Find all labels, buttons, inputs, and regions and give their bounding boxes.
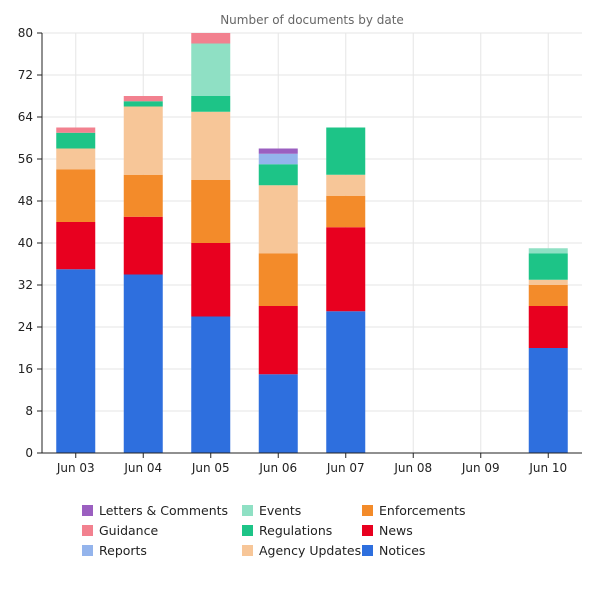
legend-item-letters-comments[interactable]: Letters & Comments bbox=[82, 503, 228, 518]
legend-item-regulations[interactable]: Regulations bbox=[242, 523, 332, 538]
x-tick-label: Jun 03 bbox=[56, 461, 95, 475]
bar-segment-enforcements[interactable] bbox=[191, 180, 231, 243]
bar-segment-events[interactable] bbox=[191, 43, 231, 97]
legend-item-notices[interactable]: Notices bbox=[362, 543, 425, 558]
legend-item-agency-updates[interactable]: Agency Updates bbox=[242, 543, 361, 558]
bar-segment-regulations[interactable] bbox=[528, 253, 568, 280]
bar-segment-news[interactable] bbox=[326, 227, 366, 312]
legend-label: Agency Updates bbox=[259, 543, 362, 558]
x-tick-label: Jun 06 bbox=[258, 461, 297, 475]
y-tick-label: 56 bbox=[18, 152, 33, 166]
bar-segment-notices[interactable] bbox=[326, 311, 366, 453]
legend-label: News bbox=[379, 523, 413, 538]
bar-segment-agency-updates[interactable] bbox=[56, 148, 96, 170]
x-tick-label: Jun 08 bbox=[393, 461, 432, 475]
bar-segment-regulations[interactable] bbox=[326, 127, 366, 175]
bar-segment-enforcements[interactable] bbox=[123, 174, 163, 217]
bar-segment-agency-updates[interactable] bbox=[326, 174, 366, 196]
y-tick-label: 24 bbox=[18, 320, 33, 334]
x-tick-label: Jun 07 bbox=[326, 461, 365, 475]
legend-item-guidance[interactable]: Guidance bbox=[82, 523, 158, 538]
y-tick-label: 40 bbox=[18, 236, 33, 250]
legend-swatch bbox=[242, 505, 253, 516]
bar-segment-notices[interactable] bbox=[123, 274, 163, 454]
bar-segment-notices[interactable] bbox=[258, 374, 298, 453]
bar-segment-agency-updates[interactable] bbox=[191, 111, 231, 180]
legend-label: Letters & Comments bbox=[99, 503, 229, 518]
bar-segment-enforcements[interactable] bbox=[528, 285, 568, 306]
y-tick-label: 72 bbox=[18, 68, 33, 82]
bar-segment-notices[interactable] bbox=[528, 348, 568, 453]
bar-segment-news[interactable] bbox=[123, 216, 163, 275]
legend-swatch bbox=[242, 525, 253, 536]
x-tick-label: Jun 04 bbox=[123, 461, 162, 475]
bar-segment-guidance[interactable] bbox=[191, 33, 231, 44]
bar-segment-agency-updates[interactable] bbox=[258, 185, 298, 254]
y-tick-label: 0 bbox=[25, 446, 33, 460]
bar-segment-guidance[interactable] bbox=[56, 127, 96, 133]
y-tick-label: 80 bbox=[18, 26, 33, 40]
legend-item-events[interactable]: Events bbox=[242, 503, 301, 518]
chart-title: Number of documents by date bbox=[220, 13, 404, 27]
x-tick-label: Jun 09 bbox=[461, 461, 500, 475]
legend-swatch bbox=[82, 545, 93, 556]
bar-segment-letters-comments[interactable] bbox=[258, 148, 298, 154]
legend-label: Reports bbox=[99, 543, 147, 558]
bar-segment-reports[interactable] bbox=[258, 153, 298, 165]
axes: 0 8 16 24 32 40 48 56 64 72 80 Jun 03 Jun 04 Jun 05 Ju… bbox=[18, 26, 582, 475]
legend-swatch bbox=[82, 525, 93, 536]
y-tick-label: 64 bbox=[18, 110, 33, 124]
bar-segment-regulations[interactable] bbox=[258, 164, 298, 186]
legend-item-news[interactable]: News bbox=[362, 523, 413, 538]
bar-segment-regulations[interactable] bbox=[191, 96, 231, 112]
bar-segment-notices[interactable] bbox=[191, 316, 231, 454]
bars bbox=[56, 33, 568, 453]
legend-label: Notices bbox=[379, 543, 426, 558]
y-tick-label: 32 bbox=[18, 278, 33, 292]
y-tick-label: 48 bbox=[18, 194, 33, 208]
x-tick-label: Jun 10 bbox=[528, 461, 567, 475]
bar-segment-enforcements[interactable] bbox=[326, 195, 366, 228]
bar-segment-news[interactable] bbox=[258, 306, 298, 375]
bar-segment-news[interactable] bbox=[191, 243, 231, 317]
gridlines bbox=[42, 32, 582, 453]
bar-segment-events[interactable] bbox=[528, 248, 568, 254]
bar-segment-news[interactable] bbox=[56, 222, 96, 270]
legend-swatch bbox=[362, 545, 373, 556]
legend-swatch bbox=[362, 525, 373, 536]
legend-swatch bbox=[242, 545, 253, 556]
y-tick-label: 16 bbox=[18, 362, 33, 376]
bar-segment-agency-updates[interactable] bbox=[528, 279, 568, 285]
bar-segment-regulations[interactable] bbox=[56, 132, 96, 149]
legend-swatch bbox=[82, 505, 93, 516]
stacked-bar-chart: Number of documents by date 0 8 16 24 32 40 48… bbox=[18, 13, 582, 475]
bar-segment-enforcements[interactable] bbox=[258, 253, 298, 307]
y-tick-label: 8 bbox=[25, 404, 33, 418]
bar-segment-news[interactable] bbox=[528, 306, 568, 348]
bar-segment-guidance[interactable] bbox=[123, 96, 163, 102]
legend-label: Regulations bbox=[259, 523, 333, 538]
legend-item-reports[interactable]: Reports bbox=[82, 543, 147, 558]
legend-item-enforcements[interactable]: Enforcements bbox=[362, 503, 466, 518]
bar-segment-enforcements[interactable] bbox=[56, 169, 96, 223]
legend-label: Events bbox=[259, 503, 302, 518]
bar-segment-agency-updates[interactable] bbox=[123, 106, 163, 175]
bar-segment-regulations[interactable] bbox=[123, 101, 163, 107]
x-tick-label: Jun 05 bbox=[191, 461, 230, 475]
bar-segment-notices[interactable] bbox=[56, 269, 96, 453]
legend-label: Enforcements bbox=[379, 503, 466, 518]
legend-label: Guidance bbox=[99, 523, 159, 538]
legend-swatch bbox=[362, 505, 373, 516]
